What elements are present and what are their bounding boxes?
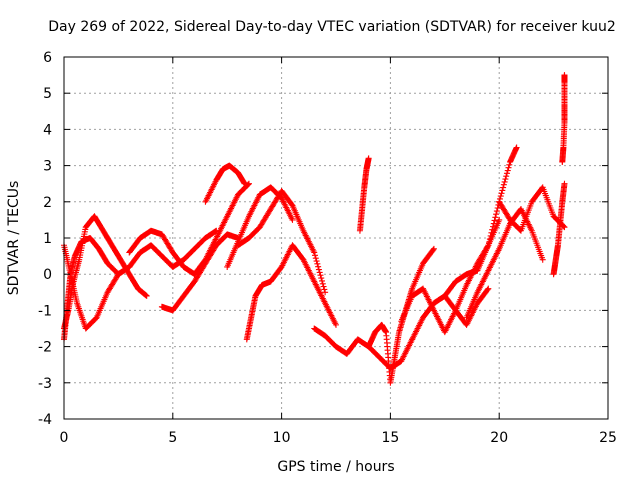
series-track-l [365, 245, 437, 386]
series-track-k [356, 155, 372, 234]
data-point [484, 286, 491, 293]
x-tick-label: 15 [381, 430, 399, 446]
data-point [241, 180, 248, 187]
series-track-q [496, 184, 568, 234]
grid [64, 57, 608, 419]
data-point [501, 178, 508, 185]
x-axis-title: GPS time / hours [277, 459, 394, 475]
data-point [503, 170, 510, 177]
y-tick-label: 1 [43, 231, 52, 247]
data-point [488, 229, 495, 236]
data-point [486, 239, 493, 246]
data-point [490, 220, 497, 227]
y-tick-label: 4 [43, 122, 52, 138]
data-point [311, 249, 318, 256]
series-track-f [202, 162, 248, 205]
data-point [539, 256, 546, 263]
x-tick-label: 0 [60, 430, 69, 446]
data-point [561, 180, 568, 187]
data-point [314, 260, 321, 267]
data-point [319, 277, 326, 284]
data-point [494, 205, 501, 212]
data-point [126, 263, 133, 270]
x-tick-label: 10 [273, 430, 291, 446]
series-track-e [158, 231, 242, 314]
data-point [513, 144, 520, 151]
data-point [317, 272, 324, 279]
x-tick-label: 25 [599, 430, 617, 446]
chart-title: Day 269 of 2022, Sidereal Day-to-day VTE… [48, 19, 616, 35]
y-tick-label: 5 [43, 86, 52, 102]
series-track-s [559, 72, 568, 165]
series-track-r [550, 180, 568, 278]
data-point [485, 285, 492, 292]
y-tick-label: 3 [43, 159, 52, 175]
data-point [321, 286, 328, 293]
data-point [320, 283, 327, 290]
data-point [497, 193, 504, 200]
data-point [315, 263, 322, 270]
data-point [486, 236, 493, 243]
data-point [485, 242, 492, 249]
data-point [489, 223, 496, 230]
data-point [502, 176, 509, 183]
data-point [500, 184, 507, 191]
y-axis-title: SDTVAR / TECUs [6, 181, 22, 296]
series-track-b [61, 213, 150, 332]
data-point [318, 275, 325, 282]
data-point [493, 211, 500, 218]
y-tick-label: -3 [38, 376, 52, 392]
data-point [504, 167, 511, 174]
data-point [430, 246, 437, 253]
y-tick-label: -2 [38, 340, 52, 356]
x-tick-label: 5 [168, 430, 177, 446]
data-point [312, 255, 319, 262]
data-point [430, 245, 437, 252]
y-tick-label: 0 [43, 267, 52, 283]
data-point [143, 292, 150, 299]
data-point [319, 280, 326, 287]
y-tick-label: -1 [38, 303, 52, 319]
series-track-c [61, 242, 133, 332]
data-point [498, 190, 505, 197]
data-point [500, 181, 507, 188]
data-point [316, 269, 323, 276]
series-track-g [224, 184, 296, 270]
data-point [313, 258, 320, 265]
data-point [561, 72, 568, 79]
data-point [506, 161, 513, 168]
data-point [312, 252, 319, 259]
data-point [491, 217, 498, 224]
axis-ticks: 0 5 10 15 20 25 -4 -3 -2 -1 0 1 2 3 4 5 6 [38, 50, 617, 446]
data-point [289, 216, 296, 223]
data-point [499, 187, 506, 194]
data-point [493, 208, 500, 215]
data-point [245, 181, 252, 188]
series-track-m [398, 216, 503, 336]
data-point [333, 321, 339, 328]
data-point [365, 155, 372, 162]
series-track-o [441, 144, 520, 299]
x-tick-label: 20 [490, 430, 508, 446]
data-series [61, 72, 568, 386]
y-tick-label: -4 [38, 412, 52, 428]
data-point [503, 173, 510, 180]
data-point [489, 226, 496, 233]
data-point [492, 214, 499, 221]
series-track-h [235, 187, 329, 296]
y-tick-label: 6 [43, 50, 52, 66]
data-point [315, 266, 322, 273]
y-tick-label: 2 [43, 195, 52, 211]
data-point [487, 232, 494, 239]
data-point [505, 164, 512, 171]
series-track-i [243, 242, 339, 343]
series-track-d [126, 180, 252, 278]
data-point [322, 289, 329, 296]
